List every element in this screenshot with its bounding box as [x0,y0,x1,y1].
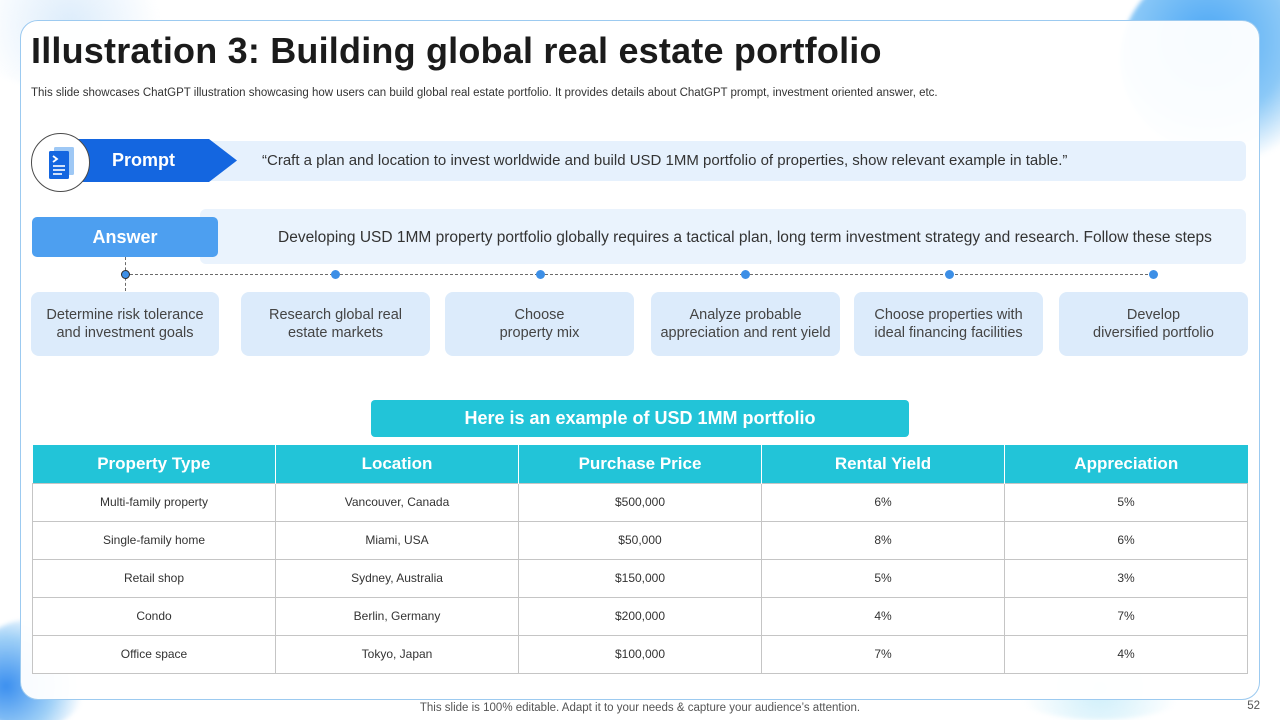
timeline-dot [536,270,545,279]
prompt-label: Prompt [112,150,175,170]
footer-note: This slide is 100% editable. Adapt it to… [419,702,861,714]
table-cell: 3% [1004,558,1248,598]
answer-bar [200,209,1246,264]
table-cell: $500,000 [518,482,762,522]
table-cell: 5% [761,558,1005,598]
table-row: Retail shop Sydney, Australia $150,000 5… [32,558,1248,598]
step-text: ideal financing facilities [874,325,1023,341]
table-cell: Sydney, Australia [275,558,519,598]
step-text: Develop [1126,307,1181,323]
column-header: Location [275,445,519,483]
table-cell: $200,000 [518,596,762,636]
table-cell: 8% [761,520,1005,560]
table-cell: Retail shop [32,558,276,598]
step-card: Develop diversified portfolio [1059,292,1248,356]
table-cell: Single-family home [32,520,276,560]
timeline-dot [331,270,340,279]
step-card: Choose properties with ideal financing fa… [854,292,1043,356]
portfolio-table: Property Type Location Purchase Price Re… [32,445,1248,674]
slide-subtitle: This slide showcases ChatGPT illustratio… [31,87,938,99]
prompt-bar [200,141,1246,181]
table-row: Condo Berlin, Germany $200,000 4% 7% [32,596,1248,636]
step-text: appreciation and rent yield [660,325,831,341]
step-text: diversified portfolio [1093,325,1214,341]
prompt-text: “Craft a plan and location to invest wor… [262,152,1068,169]
step-text: and investment goals [56,325,194,341]
timeline-dot [121,270,130,279]
table-cell: 5% [1004,482,1248,522]
step-text: property mix [499,325,580,341]
table-row: Multi-family property Vancouver, Canada … [32,482,1248,522]
table-cell: $50,000 [518,520,762,560]
step-card: Choose property mix [445,292,634,356]
column-header: Rental Yield [761,445,1005,483]
timeline-line [125,274,1153,275]
timeline-dot [741,270,750,279]
table-cell: $100,000 [518,634,762,674]
table-cell: 6% [1004,520,1248,560]
step-card: Research global real estate markets [241,292,430,356]
table-cell: Condo [32,596,276,636]
step-text: Determine risk tolerance [46,307,204,323]
timeline-dot [945,270,954,279]
table-cell: Miami, USA [275,520,519,560]
table-cell: 4% [761,596,1005,636]
table-cell: Berlin, Germany [275,596,519,636]
table-cell: Multi-family property [32,482,276,522]
prompt-tag [62,139,237,182]
page-number: 52 [1247,700,1260,712]
table-row: Single-family home Miami, USA $50,000 8%… [32,520,1248,560]
step-text: Choose [514,307,565,323]
table-cell: Vancouver, Canada [275,482,519,522]
answer-text: Developing USD 1MM property portfolio gl… [278,229,1212,246]
table-header-row: Property Type Location Purchase Price Re… [32,445,1248,483]
prompt-icon-circle [31,133,90,192]
step-card: Determine risk tolerance and investment g… [31,292,219,356]
column-header: Purchase Price [518,445,762,483]
table-cell: 6% [761,482,1005,522]
timeline-dot [1149,270,1158,279]
table-cell: $150,000 [518,558,762,598]
step-text: Research global real [269,307,402,323]
table-cell: Tokyo, Japan [275,634,519,674]
step-text: Analyze probable [689,307,802,323]
step-card: Analyze probable appreciation and rent yi… [651,292,840,356]
answer-label: Answer [32,217,218,257]
document-icon [48,146,74,179]
table-row: Office space Tokyo, Japan $100,000 7% 4% [32,634,1248,674]
table-cell: 7% [1004,596,1248,636]
example-heading: Here is an example of USD 1MM portfolio [371,400,909,437]
column-header: Appreciation [1004,445,1248,483]
table-cell: 7% [761,634,1005,674]
slide-title: Illustration 3: Building global real est… [31,30,882,71]
step-text: estate markets [287,325,384,341]
step-text: Choose properties with [874,307,1023,323]
column-header: Property Type [32,445,276,483]
table-cell: Office space [32,634,276,674]
table-cell: 4% [1004,634,1248,674]
